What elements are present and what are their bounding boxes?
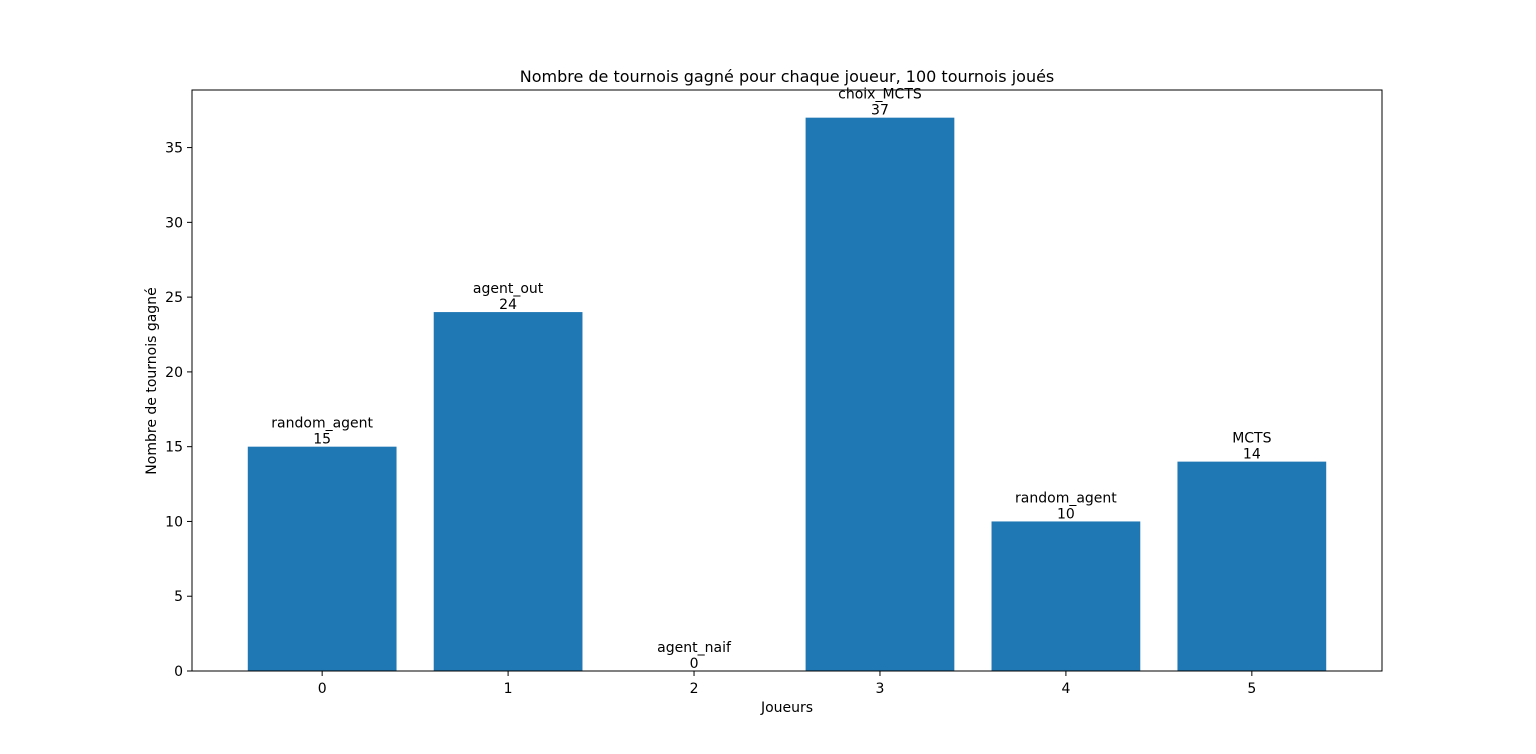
x-axis: 0 1 2 3 4 5 (318, 671, 1256, 697)
y-tick-label: 5 (174, 589, 183, 605)
x-tick-label: 4 (1061, 681, 1070, 697)
x-tick-label: 1 (504, 681, 513, 697)
bar-value-label: 37 (871, 103, 889, 119)
bar-value-label: 0 (690, 656, 699, 672)
y-tick-label: 20 (165, 365, 183, 381)
bar-3 (805, 117, 955, 671)
bar-1 (433, 312, 583, 671)
y-tick-label: 0 (174, 664, 183, 680)
bar-4 (991, 521, 1141, 671)
x-tick-label: 0 (318, 681, 327, 697)
y-axis-label: Nombre de tournois gagné (144, 287, 160, 474)
bar-name-label: MCTS (1232, 431, 1271, 447)
bar-name-label: random_agent (271, 416, 373, 432)
bar-value-label: 24 (499, 297, 517, 313)
y-tick-label: 30 (165, 215, 183, 231)
x-tick-label: 3 (876, 681, 885, 697)
y-tick-label: 25 (165, 290, 183, 306)
y-tick-label: 35 (165, 141, 183, 157)
bar-name-label: random_agent (1015, 490, 1117, 506)
bar-value-label: 10 (1057, 506, 1075, 522)
y-tick-label: 15 (165, 440, 183, 456)
x-tick-label: 2 (690, 681, 699, 697)
bar-5 (1177, 461, 1327, 671)
x-tick-label: 5 (1247, 681, 1256, 697)
bar-value-label: 14 (1243, 447, 1261, 463)
bar-name-label: agent_out (473, 281, 544, 297)
y-axis: 0 5 10 15 20 25 30 35 (165, 141, 192, 680)
bar-name-label: agent_naif (657, 640, 732, 656)
y-tick-label: 10 (165, 514, 183, 530)
bar-0 (247, 446, 397, 671)
bar-annotations-layer: random_agent15agent_out24agent_naif0choi… (271, 87, 1271, 672)
bars-layer (247, 117, 1327, 671)
bar-value-label: 15 (313, 432, 331, 448)
bar-name-label: choix_MCTS (838, 87, 922, 103)
x-axis-label: Joueurs (760, 700, 813, 716)
chart-title: Nombre de tournois gagné pour chaque jou… (520, 67, 1055, 86)
plot-frame (191, 89, 1383, 672)
